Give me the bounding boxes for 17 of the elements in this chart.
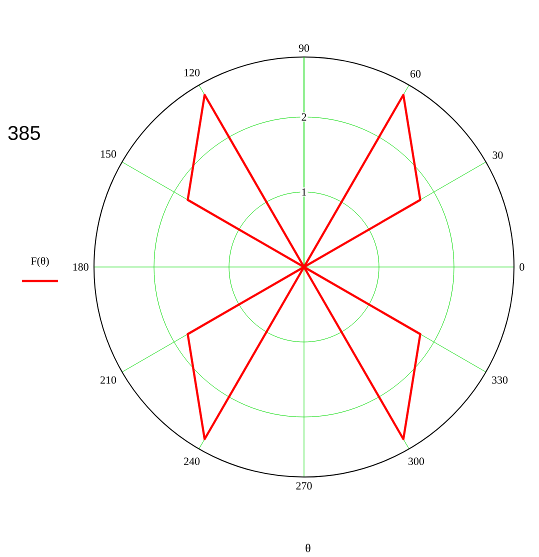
spoke-label: 330: [492, 376, 508, 384]
text: F(θ): [30, 257, 49, 267]
spoke-label: 180: [73, 263, 88, 271]
y-tick-label: 1: [302, 188, 306, 196]
spoke-label: 240: [184, 458, 200, 466]
spoke-label: 30: [492, 151, 503, 159]
spoke-label: 270: [296, 482, 312, 490]
spoke-label: 60: [410, 70, 421, 78]
spoke-label: 300: [408, 458, 424, 466]
spoke-label: 90: [298, 44, 310, 52]
y-tick-label: 2: [302, 113, 306, 121]
spoke-label: 150: [100, 150, 116, 158]
text: θ: [306, 544, 310, 552]
spoke-label: 120: [184, 68, 200, 76]
spoke-label: 210: [100, 376, 116, 384]
spoke-label: 0: [520, 263, 524, 271]
text: 385: [8, 126, 40, 140]
